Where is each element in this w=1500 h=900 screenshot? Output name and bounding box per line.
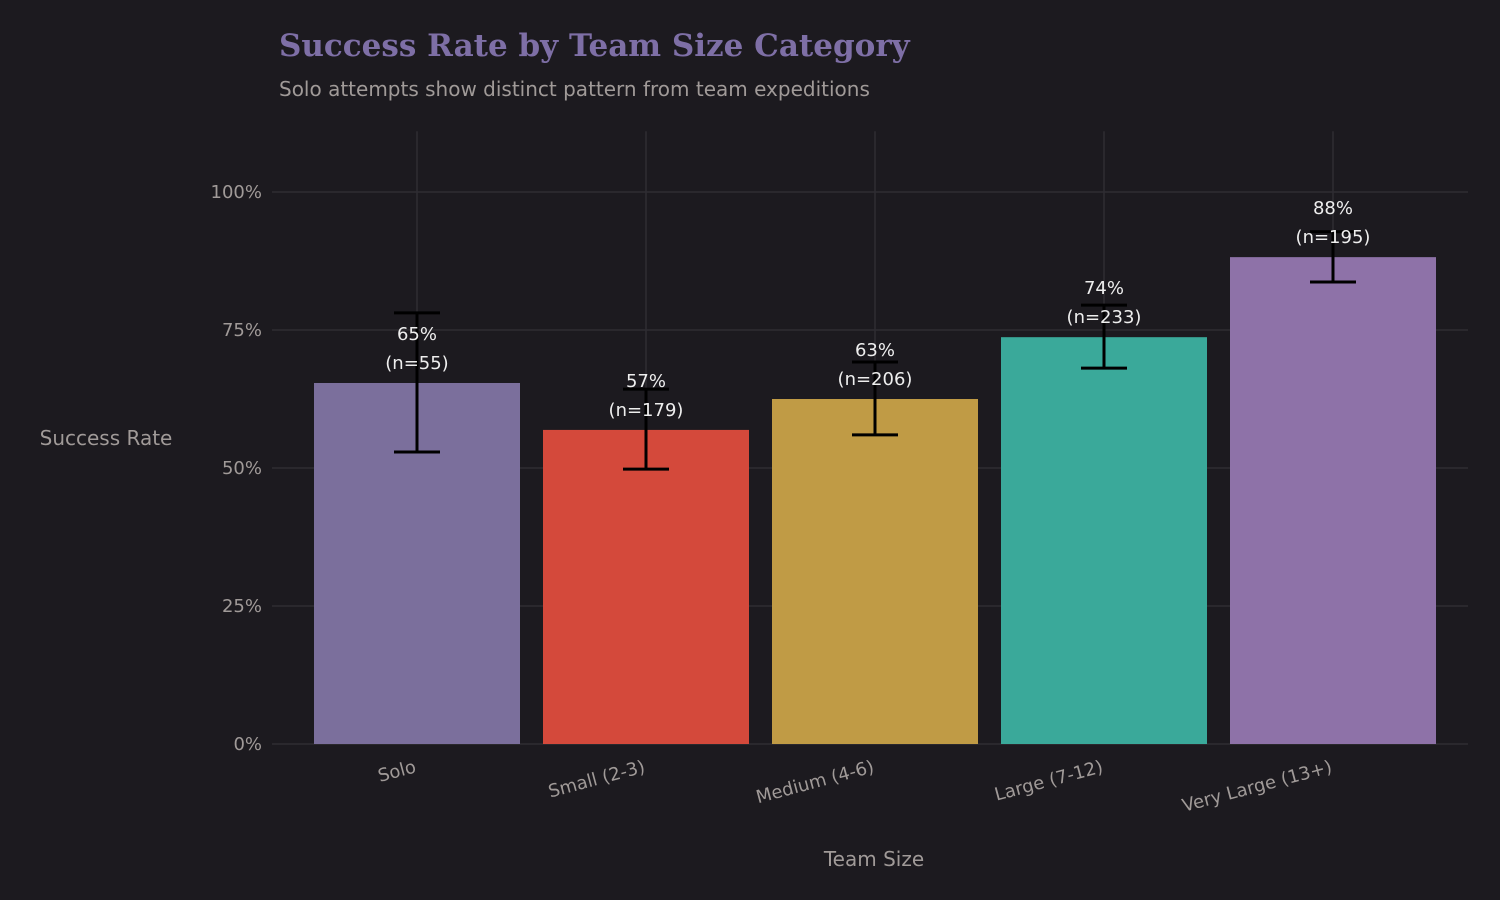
value-label: 74% (1084, 278, 1124, 299)
y-tick-label: 25% (222, 596, 262, 617)
y-tick-label: 75% (222, 320, 262, 341)
x-axis-label: Team Size (823, 847, 924, 871)
value-label: 65% (397, 324, 437, 345)
n-label: (n=179) (609, 400, 684, 421)
x-tick-label: Medium (4-6) (754, 757, 876, 809)
x-tick-label: Very Large (13+) (1180, 757, 1334, 817)
value-label: 63% (855, 340, 895, 361)
y-tick-label: 0% (233, 734, 262, 755)
n-label: (n=206) (838, 369, 913, 390)
x-tick-label: Solo (376, 757, 419, 787)
x-tick-label: Small (2-3) (546, 757, 647, 803)
n-label: (n=233) (1067, 307, 1142, 328)
bar-3 (1001, 337, 1207, 744)
x-tick-label: Large (7-12) (992, 757, 1105, 806)
chart-title: Success Rate by Team Size Category (279, 28, 910, 64)
value-label: 88% (1313, 198, 1353, 219)
y-tick-label: 100% (211, 182, 262, 203)
n-label: (n=195) (1296, 227, 1371, 248)
bar-2 (772, 399, 978, 744)
value-label: 57% (626, 371, 666, 392)
y-axis-label: Success Rate (40, 426, 173, 450)
y-tick-label: 50% (222, 458, 262, 479)
n-label: (n=55) (385, 353, 448, 374)
bar-4 (1230, 257, 1436, 744)
bar-1 (543, 429, 749, 744)
chart-subtitle: Solo attempts show distinct pattern from… (279, 77, 870, 101)
